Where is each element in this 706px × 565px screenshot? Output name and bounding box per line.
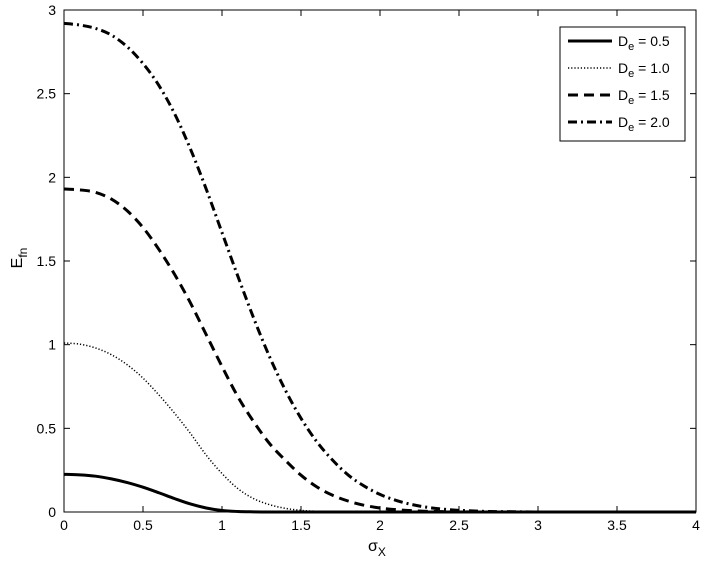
axis-ticks: 0 0.5 1 1.5 2 2.5 3 3.5 4 0 0.5 1 1.5 2 2.5 3	[37, 2, 701, 533]
series-line-4	[63, 21, 696, 514]
x-tick-label: 2.5	[449, 517, 469, 533]
y-tick-label: 0.5	[37, 420, 57, 436]
legend-label: De = 2.0	[618, 114, 670, 134]
legend-label-value: = 1.0	[634, 60, 670, 76]
x-tick-label: 2	[376, 517, 384, 533]
y-tick-label: 0	[48, 504, 56, 520]
legend-label: De = 1.5	[618, 87, 670, 107]
y-axis-label: Efn	[9, 248, 30, 269]
y-tick-label: 2.5	[37, 86, 57, 102]
legend-label: De = 1.0	[618, 60, 670, 80]
y-tick-label: 1.5	[37, 253, 57, 269]
legend-label-subscript: e	[628, 68, 634, 80]
legend-label-subscript: e	[628, 95, 634, 107]
x-tick-label: 4	[692, 517, 700, 533]
legend-label-subscript: e	[628, 41, 634, 53]
legend-label-main: D	[618, 33, 628, 49]
x-tick-label: 1.5	[291, 517, 311, 533]
x-tick-label: 1	[218, 517, 226, 533]
legend-label-value: = 1.5	[634, 87, 670, 103]
x-tick-label: 0.5	[133, 517, 153, 533]
x-tick-label: 0	[60, 517, 68, 533]
y-tick-label: 2	[48, 169, 56, 185]
x-axis-label-subscript: X	[378, 545, 386, 559]
series-line-2	[63, 342, 696, 513]
legend-label-value: = 2.0	[634, 114, 670, 130]
series-layer	[63, 21, 696, 514]
y-tick-label: 1	[48, 337, 56, 353]
legend-label-main: D	[618, 60, 628, 76]
series-line-3	[63, 187, 696, 514]
legend-label-main: D	[618, 114, 628, 130]
y-tick-label: 3	[48, 2, 56, 18]
legend-label-subscript: e	[628, 122, 634, 134]
x-tick-label: 3	[534, 517, 542, 533]
legend-box	[559, 26, 686, 142]
legend-label-value: = 0.5	[634, 33, 670, 49]
x-axis-label: σX	[368, 538, 386, 559]
legend-label: De = 0.5	[618, 33, 670, 53]
x-tick-label: 3.5	[607, 517, 627, 533]
legend: De = 0.5De = 1.0De = 1.5De = 2.0	[559, 26, 686, 142]
y-axis-label-subscript: fn	[16, 248, 30, 258]
legend-label-main: D	[618, 87, 628, 103]
